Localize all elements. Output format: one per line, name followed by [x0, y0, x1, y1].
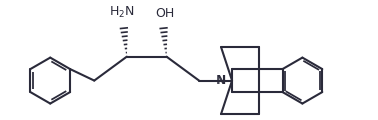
Text: OH: OH	[155, 7, 175, 20]
Text: N: N	[215, 74, 225, 87]
Text: N: N	[217, 74, 226, 87]
Text: H$_2$N: H$_2$N	[109, 5, 134, 20]
